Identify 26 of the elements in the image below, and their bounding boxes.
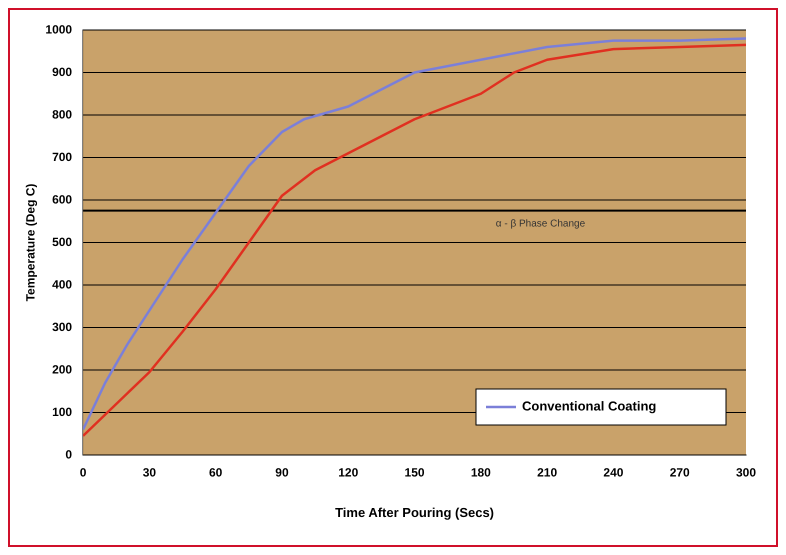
y-tick-label: 800 (52, 107, 72, 122)
y-tick-label: 400 (52, 277, 72, 292)
x-tick-label: 90 (275, 466, 289, 480)
x-tick-label: 210 (537, 466, 558, 480)
x-tick-label: 0 (80, 466, 87, 480)
y-tick-label: 1000 (45, 22, 72, 36)
ref-line-label: α - β Phase Change (496, 218, 586, 230)
legend-label: Conventional Coating (522, 398, 656, 414)
y-tick-label: 600 (52, 192, 72, 206)
x-axis-title: Time After Pouring (Secs) (335, 504, 494, 520)
y-tick-label: 200 (52, 362, 72, 376)
y-tick-label: 700 (52, 150, 72, 164)
x-tick-label: 60 (208, 466, 223, 480)
x-tick-label: 30 (142, 466, 156, 480)
y-tick-label: 500 (52, 234, 72, 249)
x-tick-label: 120 (338, 466, 359, 480)
y-tick-label: 900 (52, 64, 72, 79)
x-tick-label: 240 (603, 466, 624, 480)
y-tick-label: 300 (52, 320, 72, 334)
x-tick-label: 180 (470, 466, 492, 480)
y-axis-title: Temperature (Deg C) (24, 184, 38, 302)
x-tick-label: 270 (670, 466, 690, 480)
x-tick-label: 150 (404, 466, 425, 480)
x-tick-label: 300 (736, 466, 756, 480)
y-tick-label: 0 (65, 447, 72, 462)
y-tick-label: 100 (52, 404, 72, 419)
